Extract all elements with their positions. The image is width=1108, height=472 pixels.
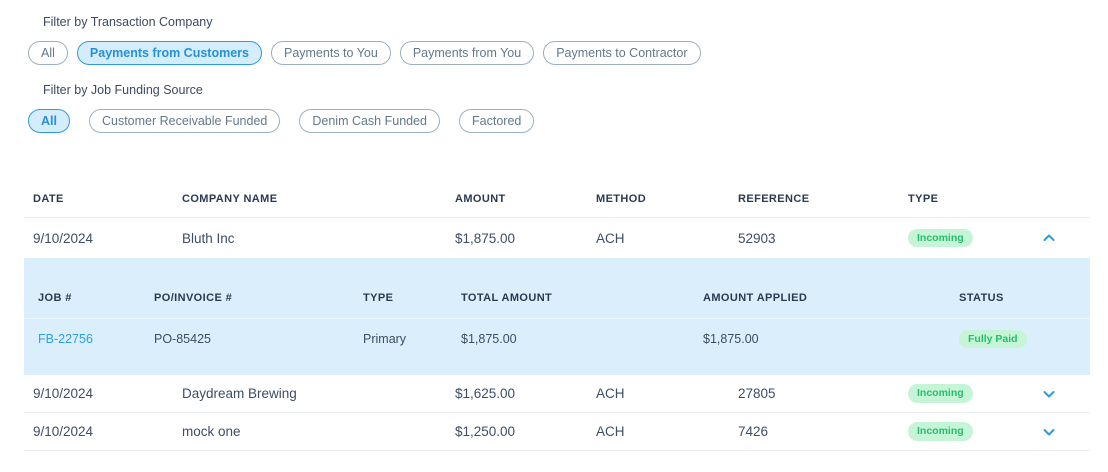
table-row-bluth-inc[interactable]: 9/10/2024 Bluth Inc $1,875.00 ACH 52903 … xyxy=(24,218,1090,258)
cell-date: 9/10/2024 xyxy=(33,230,94,246)
table-row-mock-one[interactable]: 9/10/2024 mock one $1,250.00 ACH 7426 In… xyxy=(24,413,1090,451)
cell-amount: $1,250.00 xyxy=(455,424,516,439)
column-header-po-invoice: PO/INVOICE # xyxy=(154,292,233,304)
status-badge-incoming: Incoming xyxy=(908,228,973,248)
cell-method: ACH xyxy=(596,386,625,401)
cell-date: 9/10/2024 xyxy=(33,386,94,401)
column-header-job-type: TYPE xyxy=(363,292,394,304)
column-header-total-amount: TOTAL AMOUNT xyxy=(461,292,553,304)
chevron-down-icon xyxy=(1041,424,1057,440)
chevron-up-icon xyxy=(1041,230,1057,246)
job-detail-row: FB-22756 PO-85425 Primary $1,875.00 $1,8… xyxy=(24,319,1090,359)
chip-factored[interactable]: Factored xyxy=(459,109,535,133)
payments-page: Filter by Transaction Company All Paymen… xyxy=(0,15,1108,472)
chevron-down-icon xyxy=(1041,386,1057,402)
column-header-company-name: COMPANY NAME xyxy=(182,193,278,205)
cell-reference: 27805 xyxy=(738,386,776,401)
job-funding-source-filter-label: Filter by Job Funding Source xyxy=(43,83,203,97)
transactions-table-header: DATE COMPANY NAME AMOUNT METHOD REFERENC… xyxy=(24,186,1090,218)
column-header-type: TYPE xyxy=(908,193,939,205)
collapse-row-button[interactable] xyxy=(1038,227,1060,249)
column-header-method: METHOD xyxy=(596,193,647,205)
chip-customer-receivable-funded[interactable]: Customer Receivable Funded xyxy=(88,109,281,133)
chip-denim-cash-funded[interactable]: Denim Cash Funded xyxy=(299,109,441,133)
cell-company: mock one xyxy=(182,424,241,439)
chip-payments-from-you[interactable]: Payments from You xyxy=(399,41,535,65)
status-badge-incoming: Incoming xyxy=(908,422,973,441)
column-header-date: DATE xyxy=(33,193,64,205)
chip-payments-to-you[interactable]: Payments to You xyxy=(270,41,391,65)
chip-payments-to-contractor[interactable]: Payments to Contractor xyxy=(543,41,701,65)
expanded-job-details: JOB # PO/INVOICE # TYPE TOTAL AMOUNT AMO… xyxy=(24,258,1090,375)
status-badge-fully-paid: Fully Paid xyxy=(959,329,1027,349)
cell-method: ACH xyxy=(596,230,625,246)
cell-amount: $1,625.00 xyxy=(455,386,516,401)
chip-all-transaction-company[interactable]: All xyxy=(28,41,68,65)
cell-po-invoice: PO-85425 xyxy=(154,332,211,346)
column-header-job-number: JOB # xyxy=(38,292,72,304)
cell-total-amount: $1,875.00 xyxy=(461,332,517,346)
column-header-status: STATUS xyxy=(959,292,1004,304)
transaction-company-filter-chips: All Payments from Customers Payments to … xyxy=(28,41,1108,65)
cell-job-type: Primary xyxy=(363,332,407,346)
cell-amount: $1,875.00 xyxy=(455,230,516,246)
transactions-table: DATE COMPANY NAME AMOUNT METHOD REFERENC… xyxy=(24,186,1090,451)
column-header-amount-applied: AMOUNT APPLIED xyxy=(703,292,808,304)
table-row-daydream-brewing[interactable]: 9/10/2024 Daydream Brewing $1,625.00 ACH… xyxy=(24,375,1090,413)
chip-all-funding-source[interactable]: All xyxy=(28,109,70,133)
cell-company: Bluth Inc xyxy=(182,230,235,246)
column-header-amount: AMOUNT xyxy=(455,193,506,205)
cell-reference: 52903 xyxy=(738,230,776,246)
transaction-company-filter-label: Filter by Transaction Company xyxy=(43,15,213,29)
job-funding-source-filter-chips: All Customer Receivable Funded Denim Cas… xyxy=(28,109,1108,133)
cell-company: Daydream Brewing xyxy=(182,386,297,401)
chip-payments-from-customers[interactable]: Payments from Customers xyxy=(76,41,262,65)
cell-date: 9/10/2024 xyxy=(33,424,94,439)
expand-row-button[interactable] xyxy=(1038,383,1060,405)
job-number-link[interactable]: FB-22756 xyxy=(38,332,93,346)
expand-row-button[interactable] xyxy=(1038,421,1060,443)
job-details-header: JOB # PO/INVOICE # TYPE TOTAL AMOUNT AMO… xyxy=(24,292,1090,319)
status-badge-incoming: Incoming xyxy=(908,384,973,403)
column-header-reference: REFERENCE xyxy=(738,193,810,205)
cell-amount-applied: $1,875.00 xyxy=(703,332,759,346)
cell-reference: 7426 xyxy=(738,424,769,439)
cell-method: ACH xyxy=(596,424,625,439)
